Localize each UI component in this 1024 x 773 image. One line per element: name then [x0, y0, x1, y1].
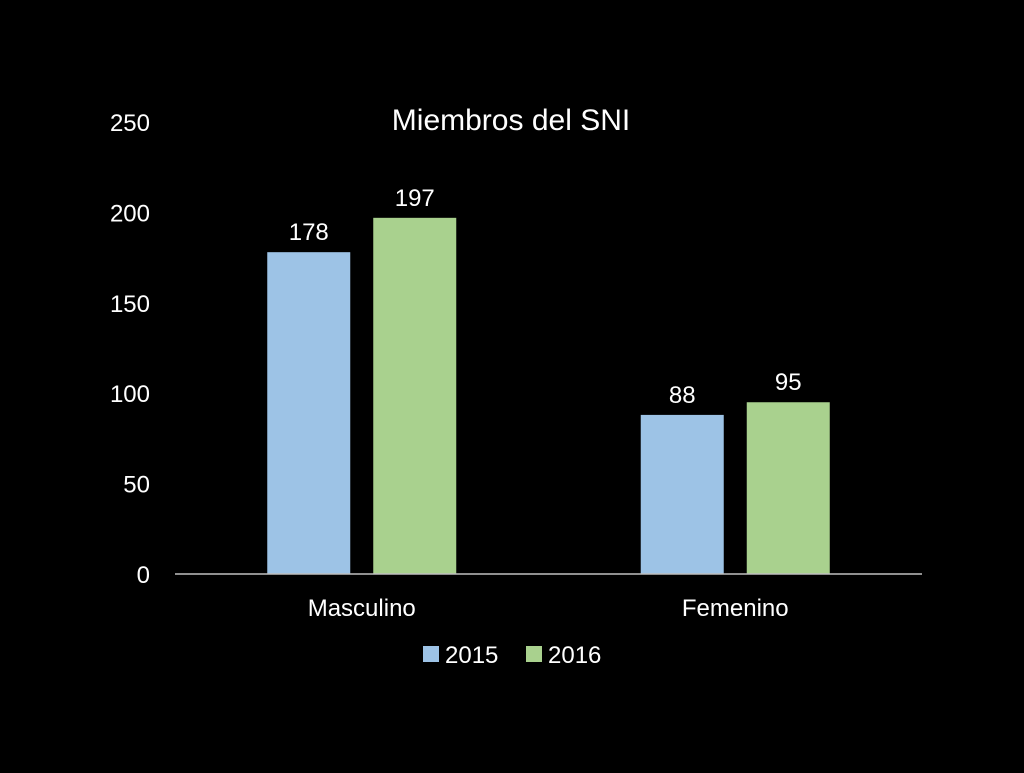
chart-title: Miembros del SNI — [392, 104, 630, 137]
y-tick-label: 0 — [137, 562, 150, 589]
bar-masculino-2015 — [267, 252, 351, 574]
x-tick-label: Femenino — [682, 595, 789, 622]
legend: 2015 2016 — [423, 642, 601, 669]
y-tick-label: 250 — [110, 110, 150, 137]
data-label: 88 — [669, 382, 696, 409]
x-axis: Masculino Femenino — [308, 595, 789, 622]
bar-femenino-2016 — [746, 402, 830, 574]
y-tick-label: 150 — [110, 291, 150, 318]
y-tick-label: 50 — [123, 472, 150, 499]
legend-label: 2015 — [445, 642, 498, 669]
data-label: 95 — [775, 369, 802, 396]
y-tick-label: 200 — [110, 200, 150, 227]
data-labels-group: 178 197 88 95 — [289, 185, 802, 409]
y-tick-label: 100 — [110, 381, 150, 408]
bar-femenino-2015 — [640, 414, 724, 574]
legend-label: 2016 — [548, 642, 601, 669]
bars-group — [267, 217, 830, 574]
legend-swatch — [423, 646, 439, 662]
legend-swatch — [526, 646, 542, 662]
bar-masculino-2016 — [373, 217, 457, 574]
data-label: 178 — [289, 219, 329, 246]
y-axis: 0 50 100 150 200 250 — [110, 110, 150, 589]
data-label: 197 — [395, 185, 435, 212]
x-tick-label: Masculino — [308, 595, 416, 622]
